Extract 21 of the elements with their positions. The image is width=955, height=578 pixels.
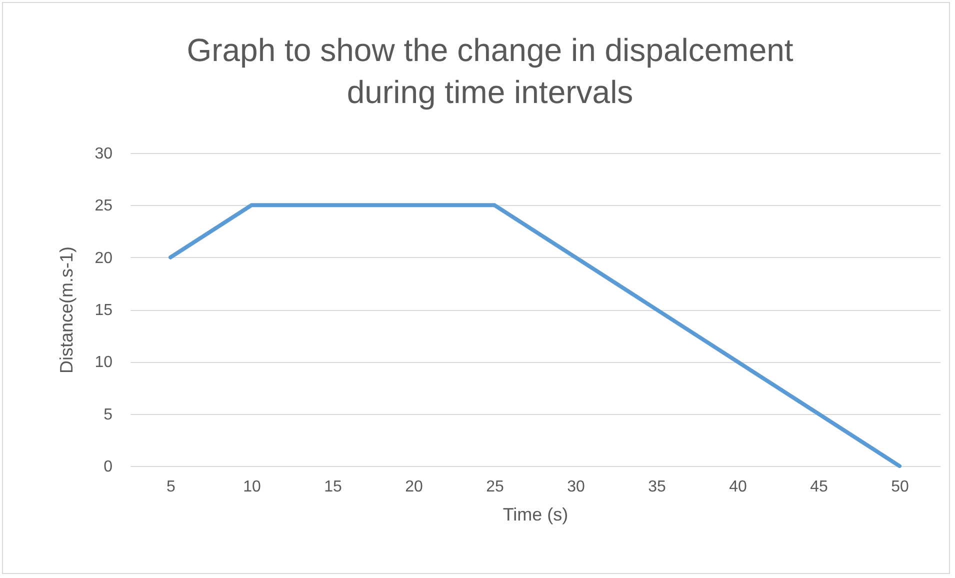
y-tick-label: 10	[94, 354, 113, 372]
x-tick-label: 50	[891, 478, 909, 496]
y-tick-label: 25	[94, 198, 113, 215]
x-tick-label: 5	[166, 478, 176, 496]
x-tick-label: 30	[567, 478, 585, 496]
x-tick-label: 45	[810, 478, 828, 496]
x-tick-label: 15	[324, 478, 342, 496]
x-tick-label: 35	[648, 478, 666, 496]
y-tick-label: 5	[104, 406, 113, 424]
x-tick-label: 20	[405, 478, 423, 496]
x-tick-label: 25	[486, 478, 504, 496]
y-tick-label: 20	[94, 250, 113, 267]
y-tick-label: 0	[104, 458, 113, 476]
y-axis-title: Distance(m.s-1)	[56, 246, 77, 374]
x-tick-label: 40	[729, 478, 747, 496]
x-tick-label: 10	[243, 478, 261, 496]
y-tick-label: 15	[94, 302, 113, 319]
chart-title: Graph to show the change in dispalcement during time intervals	[186, 32, 794, 110]
line-series	[168, 203, 902, 468]
x-axis-title: Time (s)	[502, 504, 568, 524]
y-tick-label: 30	[94, 146, 113, 162]
